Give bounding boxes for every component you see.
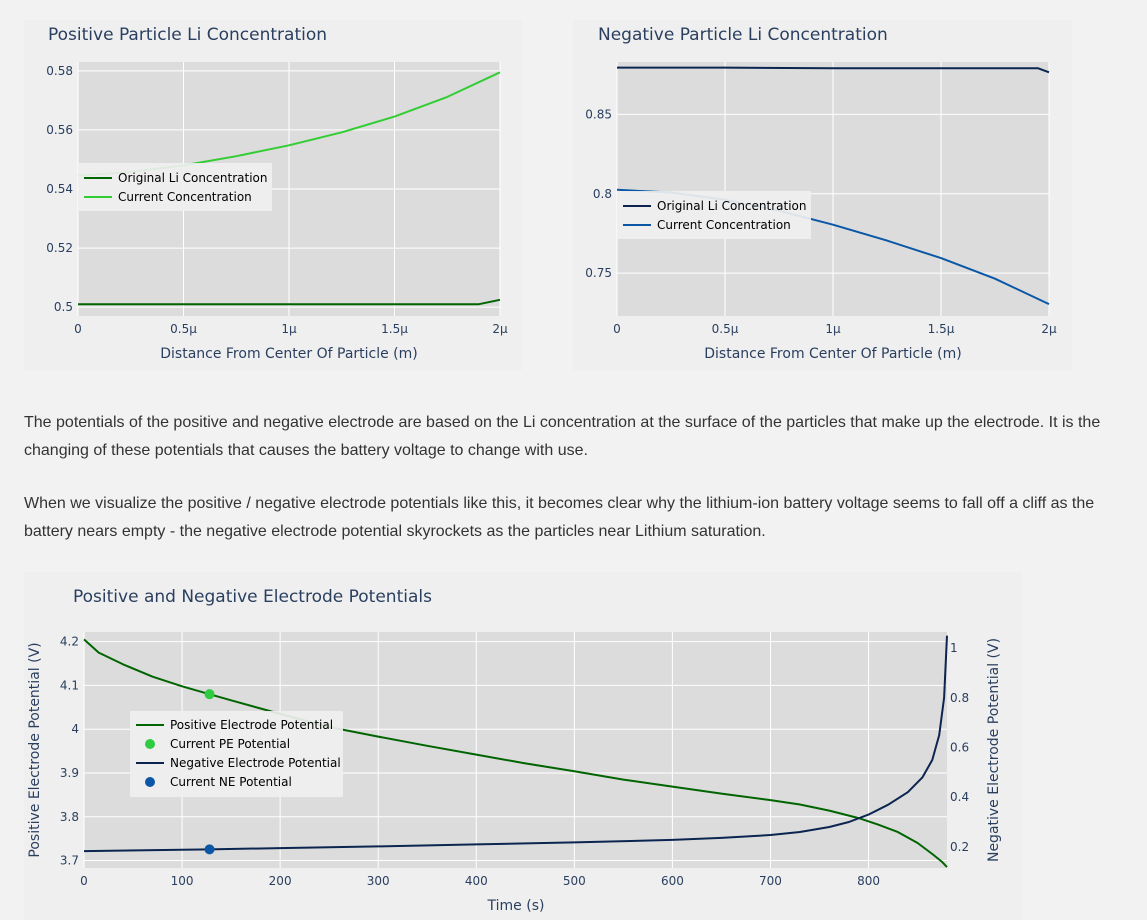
x-tick-label: 0.5μ — [712, 322, 739, 336]
legend-label-pe: Positive Electrode Potential — [170, 718, 333, 732]
y-tick-label: 0.8 — [593, 187, 612, 201]
chart-title: Positive Particle Li Concentration — [48, 25, 327, 45]
y-axis-label: Positive Electrode Potential (V) — [27, 642, 43, 857]
legend-label-original: Original Li Concentration — [657, 199, 807, 213]
y2-tick-label: 0.4 — [950, 790, 969, 804]
paragraph-cliff: When we visualize the positive / negativ… — [24, 495, 1095, 540]
y-tick-label: 3.9 — [60, 766, 79, 780]
negative-particle-chart-panel: Negative Particle Li Concentration 0 0.5μ… — [573, 20, 1072, 370]
series-line[interactable] — [78, 298, 501, 306]
x-tick-label: 200 — [269, 874, 292, 888]
x-tick-label: 600 — [661, 874, 684, 888]
x-tick-label: 0 — [613, 322, 621, 336]
y-tick-label: 0.56 — [46, 123, 73, 137]
legend-swatch-ne-marker — [145, 777, 155, 787]
x-axis-label: Distance From Center Of Particle (m) — [704, 346, 962, 362]
legend[interactable]: Original Li Concentration Current Concen… — [78, 163, 272, 211]
legend[interactable]: Positive Electrode Potential Current PE … — [130, 711, 343, 797]
x-tick-label: 0 — [74, 322, 82, 336]
x-tick-label: 2μ — [1041, 322, 1057, 336]
x-tick-label: 400 — [465, 874, 488, 888]
y-tick-label: 3.7 — [60, 854, 79, 868]
legend-label-ne: Negative Electrode Potential — [170, 756, 341, 770]
y-tick-label: 3.8 — [60, 810, 79, 824]
y2-tick-label: 0.2 — [950, 840, 969, 854]
legend-label-pe-marker: Current PE Potential — [170, 737, 290, 751]
y-tick-label: 0.54 — [46, 182, 73, 196]
legend-box — [130, 711, 343, 797]
x-tick-label: 1.5μ — [928, 322, 955, 336]
x-tick-label: 100 — [171, 874, 194, 888]
legend-label-current: Current Concentration — [657, 218, 791, 232]
legend-box — [617, 191, 811, 239]
series-line[interactable] — [83, 638, 948, 868]
x-tick-label: 1μ — [281, 322, 297, 336]
x-tick-label: 1.5μ — [381, 322, 408, 336]
positive-particle-chart-panel: Positive Particle Li Concentration 0 0.5μ… — [24, 20, 522, 370]
y-tick-label: 4.1 — [60, 678, 79, 692]
y-tick-label: 4.2 — [60, 635, 79, 649]
x-tick-label: 800 — [857, 874, 880, 888]
series-line[interactable] — [617, 66, 1050, 74]
negative-particle-chart[interactable]: Negative Particle Li Concentration 0 0.5μ… — [573, 20, 1072, 370]
chart-title: Positive and Negative Electrode Potentia… — [73, 587, 432, 607]
y2-tick-label: 0.8 — [950, 691, 969, 705]
legend-box — [78, 163, 272, 211]
y2-tick-label: 1 — [950, 641, 958, 655]
y-tick-label: 0.75 — [585, 266, 612, 280]
legend[interactable]: Original Li Concentration Current Concen… — [617, 191, 811, 239]
x-axis-label: Time (s) — [487, 898, 545, 914]
y2-tick-label: 0.6 — [950, 741, 969, 755]
x-tick-label: 500 — [563, 874, 586, 888]
x-tick-label: 0 — [80, 874, 88, 888]
chart-title: Negative Particle Li Concentration — [598, 25, 888, 45]
positive-particle-chart[interactable]: Positive Particle Li Concentration 0 0.5μ… — [24, 20, 522, 370]
x-tick-label: 0.5μ — [170, 322, 197, 336]
electrode-potentials-chart-panel: Positive and Negative Electrode Potentia… — [24, 572, 1022, 920]
x-tick-label: 300 — [367, 874, 390, 888]
y2-axis-label: Negative Electrode Potential (V) — [986, 638, 1002, 862]
y-tick-label: 0.52 — [46, 241, 73, 255]
y-tick-label: 4 — [71, 722, 79, 736]
legend-label-original: Original Li Concentration — [118, 171, 268, 185]
x-axis-label: Distance From Center Of Particle (m) — [160, 346, 418, 362]
legend-label-current: Current Concentration — [118, 190, 252, 204]
series-marker[interactable] — [204, 689, 215, 700]
y-tick-label: 0.58 — [46, 64, 73, 78]
series-line[interactable] — [83, 635, 948, 853]
paragraph-potentials: The potentials of the positive and negat… — [24, 414, 1101, 459]
x-tick-label: 2μ — [492, 322, 508, 336]
y-tick-label: 0.5 — [54, 300, 73, 314]
electrode-potentials-chart[interactable]: Positive and Negative Electrode Potentia… — [24, 572, 1022, 920]
legend-swatch-pe-marker — [145, 739, 155, 749]
x-tick-label: 700 — [759, 874, 782, 888]
series-marker[interactable] — [204, 844, 215, 855]
x-tick-label: 1μ — [825, 322, 841, 336]
legend-label-ne-marker: Current NE Potential — [170, 775, 292, 789]
y-tick-label: 0.85 — [585, 107, 612, 121]
